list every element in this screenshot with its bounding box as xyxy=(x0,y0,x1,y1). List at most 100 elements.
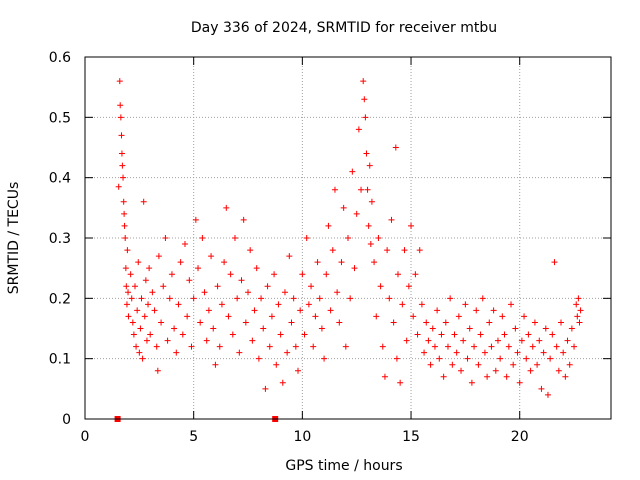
data-point xyxy=(168,271,175,278)
data-point xyxy=(499,313,506,320)
data-point xyxy=(155,253,162,260)
data-point xyxy=(124,247,131,254)
data-point xyxy=(247,247,254,254)
data-point xyxy=(576,319,583,326)
data-point xyxy=(216,343,223,350)
data-point xyxy=(164,337,171,344)
data-point xyxy=(210,325,217,332)
data-point xyxy=(279,379,286,386)
data-point xyxy=(195,265,202,272)
data-point xyxy=(295,367,302,374)
data-point xyxy=(412,271,419,278)
data-point xyxy=(331,186,338,193)
data-point xyxy=(505,343,512,350)
data-point xyxy=(245,289,252,296)
data-point xyxy=(494,337,501,344)
data-point xyxy=(351,265,358,272)
data-point xyxy=(418,301,425,308)
data-point xyxy=(122,235,129,241)
data-point xyxy=(186,277,193,284)
data-point xyxy=(115,183,122,190)
data-point xyxy=(255,355,262,362)
data-point xyxy=(390,319,397,326)
data-point xyxy=(147,331,154,338)
data-point xyxy=(234,295,241,302)
data-point xyxy=(290,295,297,302)
data-point xyxy=(212,361,219,368)
data-point xyxy=(122,265,129,272)
data-point xyxy=(408,222,415,229)
data-point xyxy=(188,343,195,350)
data-point xyxy=(158,319,165,326)
data-point xyxy=(225,313,232,320)
data-point xyxy=(536,337,543,344)
data-point xyxy=(558,319,565,326)
data-point xyxy=(373,313,380,320)
data-point xyxy=(271,271,278,278)
data-point xyxy=(542,325,549,332)
x-tick-label: 10 xyxy=(293,429,311,445)
data-point xyxy=(321,355,328,362)
data-point xyxy=(393,355,400,362)
data-point xyxy=(551,259,558,266)
data-point xyxy=(253,265,260,272)
data-point xyxy=(292,343,299,350)
data-point xyxy=(140,198,147,205)
data-point xyxy=(284,349,291,356)
data-point xyxy=(353,210,360,217)
data-point xyxy=(468,379,475,386)
x-tick-label: 15 xyxy=(402,429,420,445)
data-point xyxy=(360,78,367,85)
data-point xyxy=(238,277,245,284)
data-point xyxy=(181,241,188,248)
data-point xyxy=(303,235,310,241)
data-point xyxy=(205,307,212,314)
x-tick-label: 20 xyxy=(511,429,529,445)
data-point xyxy=(429,325,436,332)
data-point xyxy=(125,289,132,296)
data-point xyxy=(466,325,473,332)
data-point xyxy=(560,349,567,356)
data-point xyxy=(299,271,306,278)
data-point xyxy=(384,247,391,254)
data-point xyxy=(516,379,523,386)
tick-labels: 0 0.1 0.2 0.3 0.4 0.5 0.6 0 5 10 15 20 xyxy=(49,50,529,445)
data-point xyxy=(444,343,451,350)
data-point xyxy=(120,174,127,181)
data-point xyxy=(421,349,428,356)
data-point xyxy=(510,361,517,368)
data-point xyxy=(345,235,351,241)
data-point xyxy=(128,295,135,302)
data-point xyxy=(151,307,158,314)
data-point xyxy=(229,331,236,338)
data-point xyxy=(142,277,149,284)
data-point xyxy=(334,289,341,296)
data-point xyxy=(231,235,238,241)
data-point xyxy=(379,343,386,350)
data-point xyxy=(342,343,349,350)
data-point xyxy=(177,259,184,266)
data-point xyxy=(455,313,462,320)
data-point xyxy=(118,150,125,157)
y-tick-label: 0.6 xyxy=(49,50,71,66)
data-point xyxy=(462,301,469,308)
data-point xyxy=(403,337,410,344)
data-point xyxy=(347,295,354,302)
data-point xyxy=(121,222,128,229)
data-point xyxy=(497,355,504,362)
data-point xyxy=(414,331,421,338)
data-point xyxy=(340,204,347,211)
data-point xyxy=(442,319,449,326)
data-point xyxy=(405,283,412,290)
data-point xyxy=(260,325,267,332)
chart-title: Day 336 of 2024, SRMTID for receiver mtb… xyxy=(191,20,497,36)
data-point xyxy=(514,349,521,356)
data-point xyxy=(434,307,441,314)
data-point xyxy=(575,295,582,302)
data-point xyxy=(175,301,182,308)
data-point xyxy=(525,331,532,338)
data-point xyxy=(416,247,423,254)
data-point xyxy=(288,319,295,326)
data-point xyxy=(523,355,530,362)
data-point xyxy=(146,265,153,272)
